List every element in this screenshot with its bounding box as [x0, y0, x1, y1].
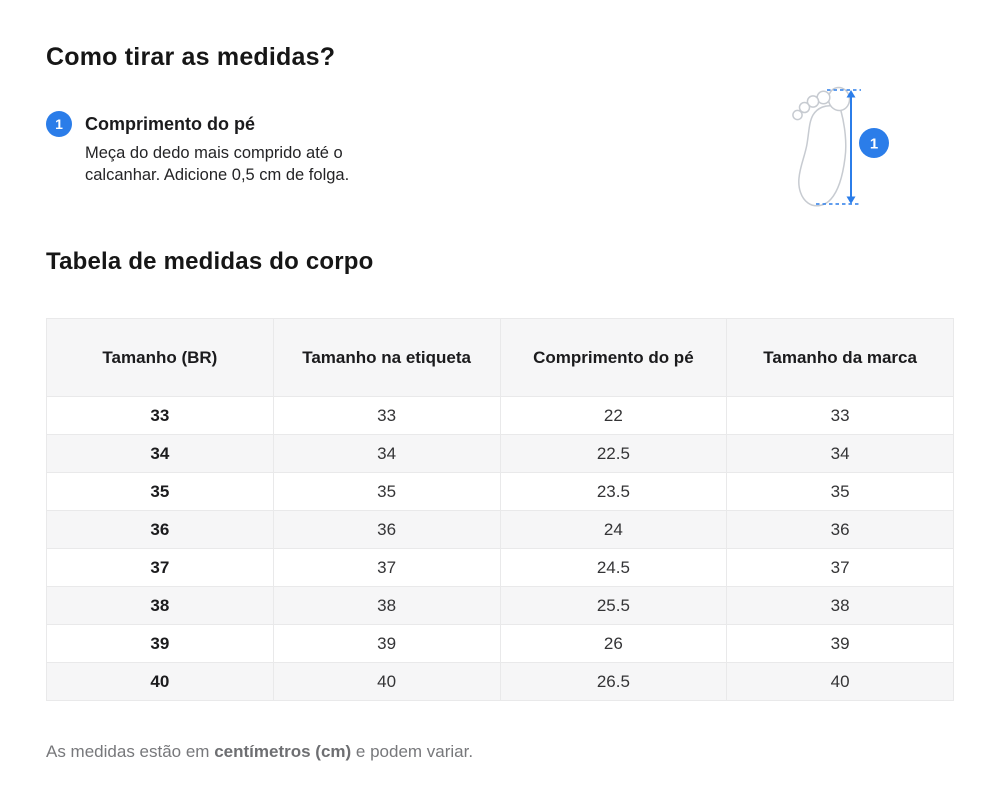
- step-label: Comprimento do pé: [85, 114, 255, 134]
- size-value-cell: 26: [499, 624, 728, 663]
- size-value-cell: 37: [272, 548, 501, 587]
- step-number-badge: 1: [46, 111, 72, 137]
- foot-outline: [792, 86, 851, 207]
- col-header-comprimento-pe: Comprimento do pé: [499, 318, 728, 397]
- figure-step-marker: 1: [859, 128, 889, 158]
- col-header-tamanho-marca: Tamanho da marca: [726, 318, 954, 397]
- measurement-step-item: 1 Comprimento do pé Meça do dedo mais co…: [46, 111, 954, 186]
- size-value-cell: 39: [726, 624, 954, 663]
- size-value-cell: 38: [272, 586, 501, 625]
- size-value-cell: 35: [272, 472, 501, 511]
- col-header-tamanho-etiqueta: Tamanho na etiqueta: [272, 318, 501, 397]
- size-br-cell: 39: [46, 624, 274, 663]
- footnote-unit: centímetros (cm): [214, 742, 352, 761]
- measurement-dashed-lines: [816, 89, 861, 205]
- size-br-cell: 35: [46, 472, 274, 511]
- size-table-body: 33 33 22 33 34 34 22.5 34 35 35 23.5 35 36 36 24 36 37 37…: [46, 396, 954, 701]
- size-br-cell: 38: [46, 586, 274, 625]
- size-value-cell: 24.5: [499, 548, 728, 587]
- table-row: 33 33 22 33: [46, 396, 954, 435]
- size-value-cell: 39: [272, 624, 501, 663]
- table-header-row: Tamanho (BR) Tamanho na etiqueta Comprim…: [46, 318, 954, 397]
- table-row: 36 36 24 36: [46, 510, 954, 549]
- size-value-cell: 40: [726, 662, 954, 701]
- foot-measurement-figure: 1: [781, 86, 906, 216]
- table-row: 39 39 26 39: [46, 624, 954, 663]
- size-value-cell: 33: [726, 396, 954, 435]
- table-row: 37 37 24.5 37: [46, 548, 954, 587]
- size-value-cell: 23.5: [499, 472, 728, 511]
- size-value-cell: 36: [272, 510, 501, 549]
- footnote-prefix: As medidas estão em: [46, 742, 215, 761]
- step-texts: Comprimento do pé Meça do dedo mais comp…: [85, 111, 390, 186]
- size-br-cell: 34: [46, 434, 274, 473]
- size-value-cell: 34: [272, 434, 501, 473]
- size-value-cell: 24: [499, 510, 728, 549]
- footnote: As medidas estão em centímetros (cm) e p…: [46, 741, 954, 763]
- size-value-cell: 40: [272, 662, 501, 701]
- size-value-cell: 36: [726, 510, 954, 549]
- table-row: 38 38 25.5 38: [46, 586, 954, 625]
- size-value-cell: 26.5: [499, 662, 728, 701]
- table-section-title: Tabela de medidas do corpo: [46, 248, 374, 275]
- length-arrow-icon: [846, 90, 856, 204]
- size-value-cell: 34: [726, 434, 954, 473]
- table-row: 35 35 23.5 35: [46, 472, 954, 511]
- size-value-cell: 25.5: [499, 586, 728, 625]
- size-value-cell: 22.5: [499, 434, 728, 473]
- page-title: Como tirar as medidas?: [46, 43, 336, 71]
- col-header-tamanho-br: Tamanho (BR): [46, 318, 274, 397]
- size-value-cell: 38: [726, 586, 954, 625]
- size-br-cell: 40: [46, 662, 274, 701]
- size-br-cell: 33: [46, 396, 274, 435]
- step-description: Meça do dedo mais comprido até o calcanh…: [85, 144, 350, 184]
- size-br-cell: 36: [46, 510, 274, 549]
- size-br-cell: 37: [46, 548, 274, 587]
- table-row: 34 34 22.5 34: [46, 434, 954, 473]
- table-row: 40 40 26.5 40: [46, 662, 954, 701]
- figure-marker-number: 1: [870, 136, 878, 153]
- size-table: Tamanho (BR) Tamanho na etiqueta Comprim…: [46, 318, 954, 701]
- size-value-cell: 33: [272, 396, 501, 435]
- size-value-cell: 22: [499, 396, 728, 435]
- size-value-cell: 37: [726, 548, 954, 587]
- foot-diagram-icon: 1: [792, 86, 889, 207]
- footnote-suffix: e podem variar.: [351, 742, 474, 761]
- size-value-cell: 35: [726, 472, 954, 511]
